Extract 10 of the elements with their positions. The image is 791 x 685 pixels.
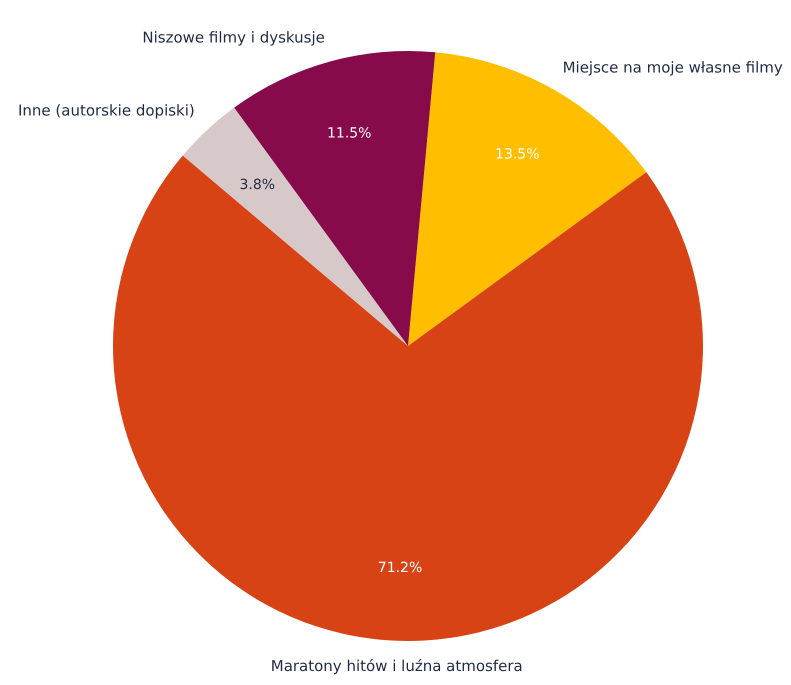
pie-slice bbox=[234, 51, 436, 346]
data-label: 11.5% bbox=[327, 126, 372, 142]
data-label: 71.2% bbox=[378, 560, 422, 576]
slice-label: Inne (autorskie dopiski) bbox=[18, 101, 195, 120]
slice-label: Niszowe filmy i dyskusje bbox=[142, 28, 325, 47]
data-label: 3.8% bbox=[239, 176, 276, 193]
pie-slice bbox=[408, 52, 646, 346]
slice-label: Miejsce na moje własne filmy bbox=[562, 58, 783, 76]
data-label: 13.5% bbox=[495, 146, 540, 163]
slice-label: Maratony hitów i luźna atmosfera bbox=[270, 656, 523, 675]
